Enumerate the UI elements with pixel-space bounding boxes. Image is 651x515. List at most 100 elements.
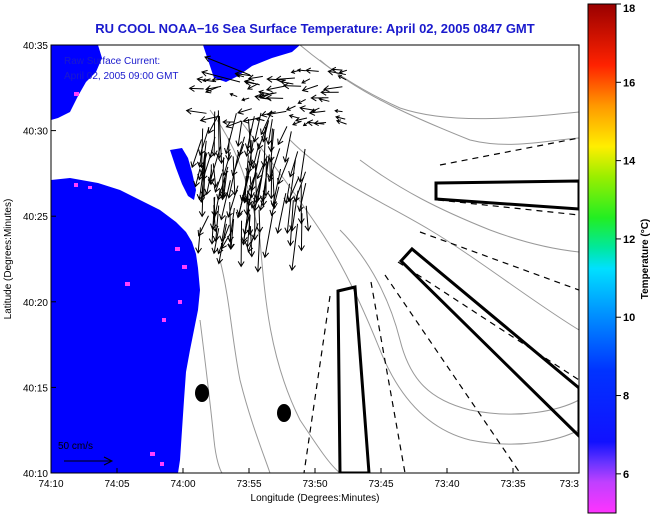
current-vector (235, 73, 245, 78)
current-vector (260, 110, 273, 136)
current-vector (301, 78, 311, 84)
current-vector (250, 177, 262, 209)
y-axis: 40:10 40:15 40:20 40:25 40:30 40:35 (23, 41, 56, 480)
x-tick-label: 73:45 (368, 479, 393, 490)
current-vector (252, 112, 262, 143)
current-vector (335, 119, 347, 125)
current-vector (227, 218, 235, 250)
y-axis-label: Latitude (Degrees:Minutes) (3, 199, 14, 320)
current-vector (323, 85, 343, 93)
current-vector (282, 131, 292, 163)
vector-scale-label: 50 cm/s (58, 441, 93, 452)
current-vector (337, 75, 347, 81)
current-vector (266, 75, 286, 83)
current-vector (237, 108, 252, 115)
station-markers (195, 384, 291, 422)
land-hook (168, 276, 196, 312)
current-vector (198, 127, 210, 157)
current-vector (285, 105, 296, 111)
current-vector (237, 220, 245, 268)
current-vector (216, 223, 227, 265)
current-vector (193, 168, 201, 188)
current-vector (222, 119, 235, 125)
current-vector (235, 120, 243, 147)
current-vector (201, 69, 241, 83)
current-vector (269, 186, 280, 217)
x-tick-label: 73:3 (560, 479, 580, 490)
colorbar-tick-label: 10 (623, 312, 635, 324)
current-vector (267, 128, 275, 153)
marker-1 (195, 384, 209, 402)
current-vector (266, 157, 274, 180)
current-vector (211, 77, 223, 83)
current-vector (185, 107, 207, 115)
land-main-west (51, 178, 200, 473)
current-vector (241, 97, 250, 102)
current-vector (304, 205, 312, 232)
current-vector (199, 115, 219, 123)
current-vector (219, 177, 227, 201)
current-vector (235, 175, 250, 219)
current-vector (231, 143, 245, 177)
current-vector (260, 127, 268, 168)
current-vector (320, 88, 339, 96)
y-tick-label: 40:25 (23, 212, 48, 223)
current-label-line2: April 02, 2005 09:00 GMT (64, 71, 179, 82)
current-vector (239, 159, 254, 202)
current-vector (218, 180, 231, 221)
current-vector (282, 82, 302, 90)
current-vector (225, 120, 242, 129)
current-vector (247, 140, 255, 167)
current-label-line1: Raw Surface Current: (64, 56, 160, 67)
y-tick-label: 40:35 (23, 41, 48, 52)
current-vector (299, 105, 316, 113)
current-vector (195, 227, 202, 254)
current-vector (275, 193, 287, 234)
marker-2 (277, 404, 291, 422)
y-tick-label: 40:10 (23, 469, 48, 480)
current-vector (298, 213, 305, 252)
current-vector (292, 120, 302, 126)
current-vector (254, 228, 262, 273)
x-tick-label: 73:50 (302, 479, 327, 490)
current-vector (277, 126, 288, 146)
current-vector (204, 55, 251, 76)
current-vector (265, 119, 273, 146)
current-vector (290, 69, 301, 74)
y-tick-label: 40:20 (23, 298, 48, 309)
current-vector (267, 156, 275, 200)
current-vector (248, 226, 256, 258)
current-vector (246, 83, 259, 90)
colorbar-tick-label: 18 (623, 3, 635, 15)
current-vector (196, 76, 215, 84)
current-vector (270, 168, 282, 207)
x-axis: 74:10 74:05 74:00 73:55 73:50 73:45 73:40 73:35… (38, 468, 580, 490)
current-vector (297, 99, 306, 105)
colorbar-tick-label: 12 (623, 234, 635, 246)
x-tick-label: 73:35 (500, 479, 525, 490)
x-tick-label: 73:40 (434, 479, 459, 490)
current-vector (262, 214, 274, 259)
current-vector (302, 120, 311, 127)
current-vector (243, 194, 251, 216)
colorbar-tick-label: 6 (623, 469, 629, 481)
current-vector (266, 110, 287, 118)
current-vector (265, 85, 285, 93)
colorbar-ticks: 6 8 10 12 14 16 18 (616, 3, 636, 481)
current-vector (327, 68, 346, 76)
colorbar-tick-label: 8 (623, 391, 629, 403)
current-vector (237, 136, 246, 157)
x-tick-label: 74:00 (170, 479, 195, 490)
current-vector (301, 84, 319, 93)
current-vector (265, 94, 284, 102)
current-vector (229, 92, 238, 98)
current-vector (210, 111, 218, 157)
colorbar (587, 3, 617, 514)
x-axis-label: Longitude (Degrees:Minutes) (251, 493, 380, 504)
current-vector (305, 67, 319, 74)
current-vector (287, 159, 296, 203)
current-vector (208, 196, 216, 245)
x-tick-label: 73:55 (236, 479, 261, 490)
current-vector (259, 92, 274, 100)
current-vector (246, 190, 254, 236)
